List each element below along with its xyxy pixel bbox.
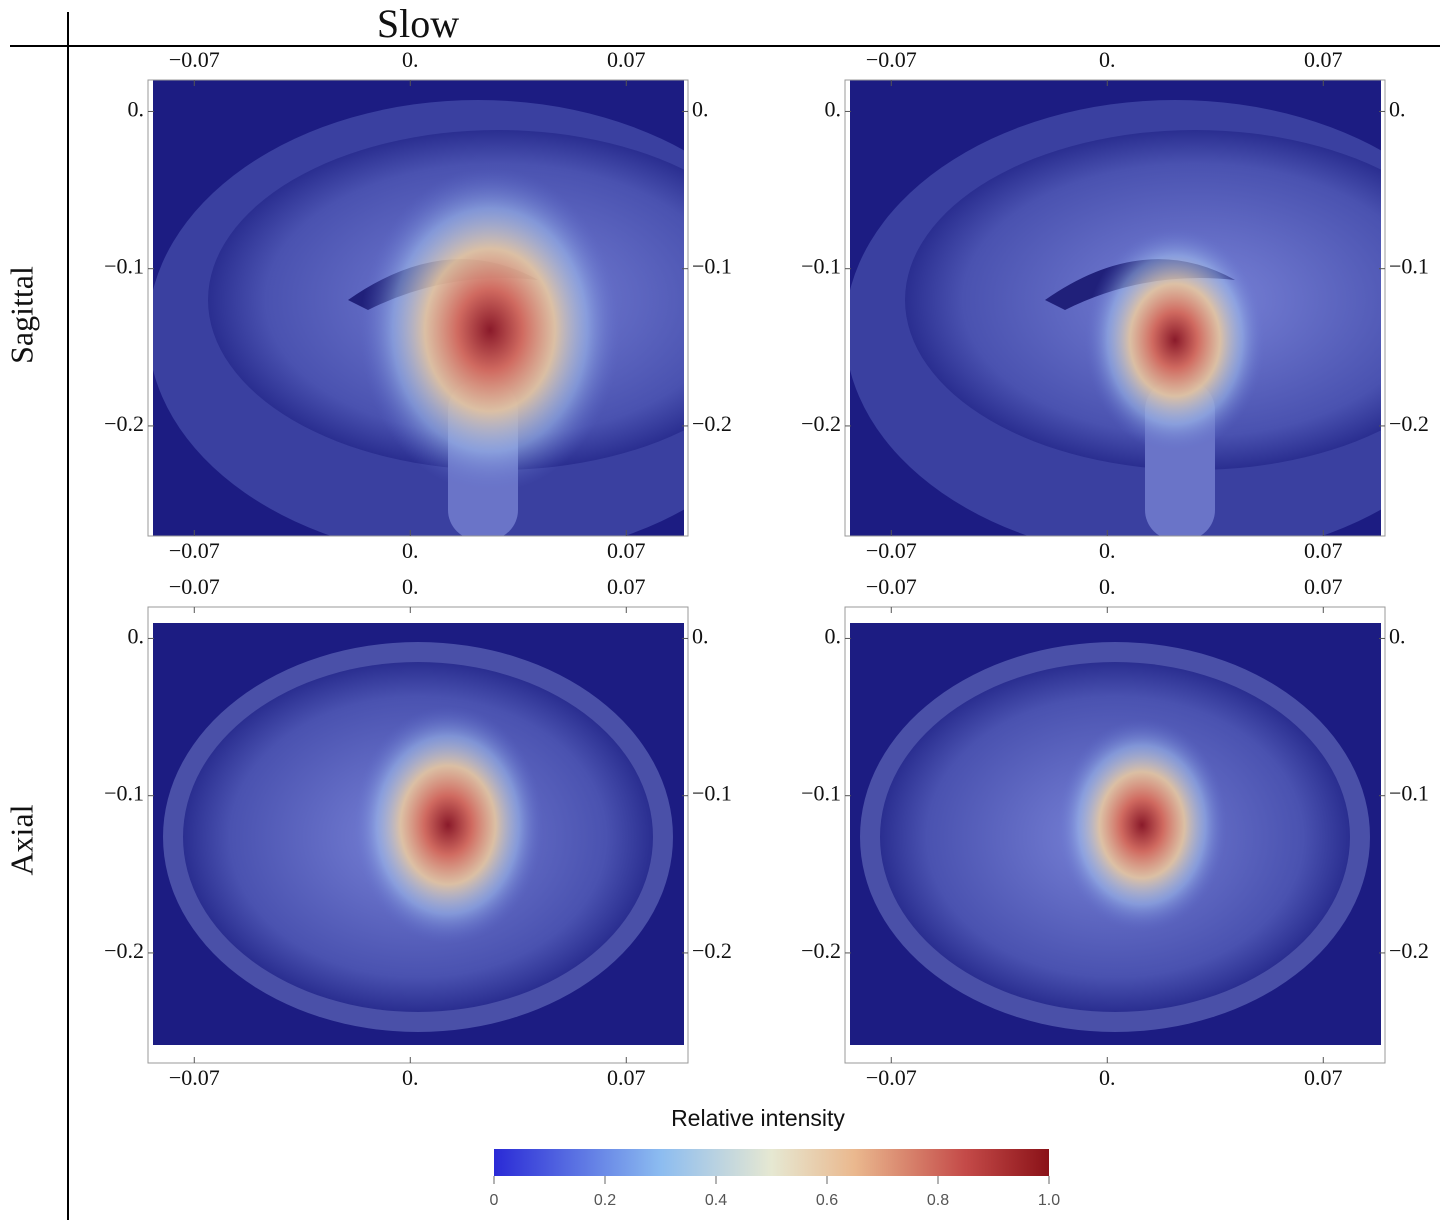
y-tick-label: −0.2 — [1389, 938, 1429, 963]
y-tick-label: −0.1 — [104, 254, 144, 279]
panel-frame — [147, 606, 689, 1064]
x-tick-label: 0. — [402, 538, 419, 563]
intensity-overlay — [353, 706, 543, 944]
colorbar-tick-label: 0.8 — [927, 1192, 949, 1209]
row-label: Sagittal — [3, 266, 39, 364]
x-tick-label: 0.07 — [1304, 1065, 1343, 1090]
y-tick-label: −0.2 — [1389, 411, 1429, 436]
y-tick-label: 0. — [692, 96, 709, 121]
y-tick-label: −0.1 — [801, 254, 841, 279]
y-tick-label: 0. — [825, 96, 842, 121]
x-tick-label: 0.07 — [607, 47, 646, 72]
intensity-overlay — [1085, 227, 1265, 453]
column-title: Slow — [377, 1, 459, 46]
x-tick-label: −0.07 — [866, 1065, 917, 1090]
colorbar-tick-label: 0.6 — [816, 1192, 838, 1209]
x-tick-label: 0.07 — [607, 574, 646, 599]
scan-image — [153, 80, 684, 536]
y-tick-label: −0.2 — [104, 938, 144, 963]
y-tick-label: −0.2 — [801, 938, 841, 963]
colorbar-tick-label: 1.0 — [1038, 1192, 1060, 1209]
x-tick-label: 0. — [402, 1065, 419, 1090]
x-tick-label: −0.07 — [169, 47, 220, 72]
colorbar-tick-label: 0.2 — [594, 1192, 616, 1209]
y-tick-label: −0.2 — [104, 411, 144, 436]
y-tick-label: 0. — [1389, 96, 1406, 121]
x-tick-label: −0.07 — [169, 1065, 220, 1090]
x-tick-label: −0.07 — [866, 538, 917, 563]
panel-frame — [147, 79, 689, 537]
x-tick-label: 0. — [1099, 1065, 1116, 1090]
panel-frame — [844, 79, 1386, 537]
y-tick-label: −0.1 — [692, 254, 732, 279]
y-tick-label: −0.1 — [104, 781, 144, 806]
x-tick-label: −0.07 — [866, 574, 917, 599]
colorbar — [494, 1149, 1049, 1176]
x-tick-label: −0.07 — [169, 574, 220, 599]
y-tick-label: −0.2 — [801, 411, 841, 436]
x-tick-label: 0.07 — [1304, 47, 1343, 72]
x-tick-label: 0.07 — [607, 1065, 646, 1090]
scan-image — [850, 80, 1381, 536]
y-tick-label: 0. — [1389, 623, 1406, 648]
y-tick-label: 0. — [692, 623, 709, 648]
intensity-overlay — [360, 167, 620, 493]
x-tick-label: 0.07 — [607, 538, 646, 563]
y-tick-label: 0. — [128, 623, 145, 648]
x-tick-label: 0. — [1099, 574, 1116, 599]
y-tick-label: −0.2 — [692, 411, 732, 436]
x-tick-label: 0. — [402, 47, 419, 72]
colorbar-title: Relative intensity — [671, 1105, 845, 1131]
scan-image — [153, 623, 684, 1045]
x-tick-label: 0. — [1099, 47, 1116, 72]
scan-image — [850, 623, 1381, 1045]
y-tick-label: 0. — [128, 96, 145, 121]
y-tick-label: −0.1 — [692, 781, 732, 806]
colorbar-tick-label: 0 — [490, 1192, 499, 1209]
y-tick-label: −0.2 — [692, 938, 732, 963]
intensity-overlay — [1057, 718, 1227, 932]
panel-frame — [844, 606, 1386, 1064]
x-tick-label: −0.07 — [169, 538, 220, 563]
y-tick-label: 0. — [825, 623, 842, 648]
x-tick-label: 0. — [402, 574, 419, 599]
x-tick-label: −0.07 — [866, 47, 917, 72]
y-tick-label: −0.1 — [801, 781, 841, 806]
colorbar-tick-label: 0.4 — [705, 1192, 727, 1209]
y-tick-label: −0.1 — [1389, 254, 1429, 279]
y-tick-label: −0.1 — [1389, 781, 1429, 806]
row-label: Axial — [3, 804, 39, 875]
x-tick-label: 0.07 — [1304, 574, 1343, 599]
x-tick-label: 0.07 — [1304, 538, 1343, 563]
x-tick-label: 0. — [1099, 538, 1116, 563]
